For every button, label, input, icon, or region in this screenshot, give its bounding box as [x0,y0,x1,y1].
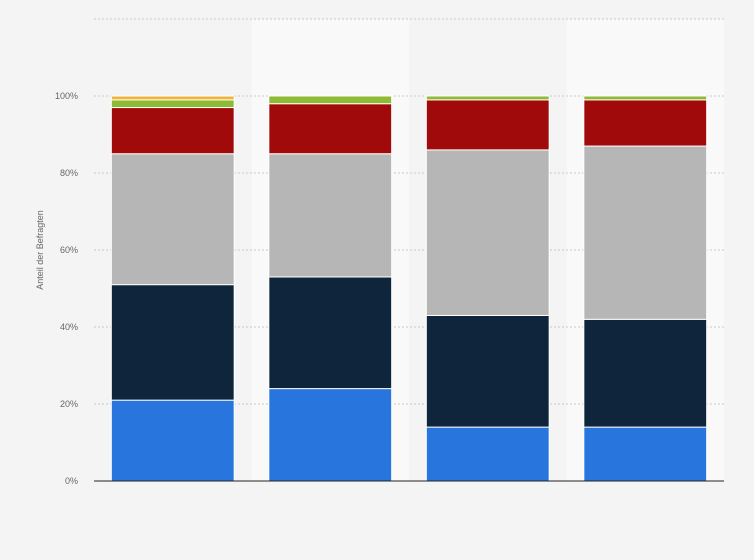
bar-segment[interactable] [110,99,235,109]
bar-segment[interactable] [425,149,550,316]
bar-segment[interactable] [268,388,393,482]
bar-stack[interactable] [110,95,235,482]
y-axis-ticks: 0% 20% 40% 60% 80% 100% [55,91,78,486]
bar-stack[interactable] [425,95,550,482]
bars [110,95,708,482]
bar-stack[interactable] [583,95,708,482]
y-tick-label: 40% [60,322,78,332]
bar-segment[interactable] [583,318,708,428]
bar-segment[interactable] [583,145,708,320]
bar-segment[interactable] [583,426,708,482]
bar-segment[interactable] [425,426,550,482]
bar-segment[interactable] [425,99,550,151]
y-tick-label: 20% [60,399,78,409]
bar-segment[interactable] [110,399,235,482]
y-tick-label: 60% [60,245,78,255]
bar-segment[interactable] [583,95,708,101]
bar-segment[interactable] [110,153,235,286]
bar-segment[interactable] [110,95,235,101]
bar-stack[interactable] [268,95,393,482]
y-tick-label: 80% [60,168,78,178]
y-tick-label: 100% [55,91,78,101]
bar-segment[interactable] [110,107,235,155]
bar-segment[interactable] [268,276,393,390]
bar-segment[interactable] [268,95,393,105]
bar-segment[interactable] [268,103,393,155]
y-axis-title: Anteil der Befragten [35,210,45,290]
bar-segment[interactable] [583,99,708,147]
bar-segment[interactable] [425,95,550,101]
bar-segment[interactable] [110,284,235,401]
y-tick-label: 0% [65,476,78,486]
bar-segment[interactable] [268,153,393,278]
bar-segment[interactable] [425,314,550,428]
